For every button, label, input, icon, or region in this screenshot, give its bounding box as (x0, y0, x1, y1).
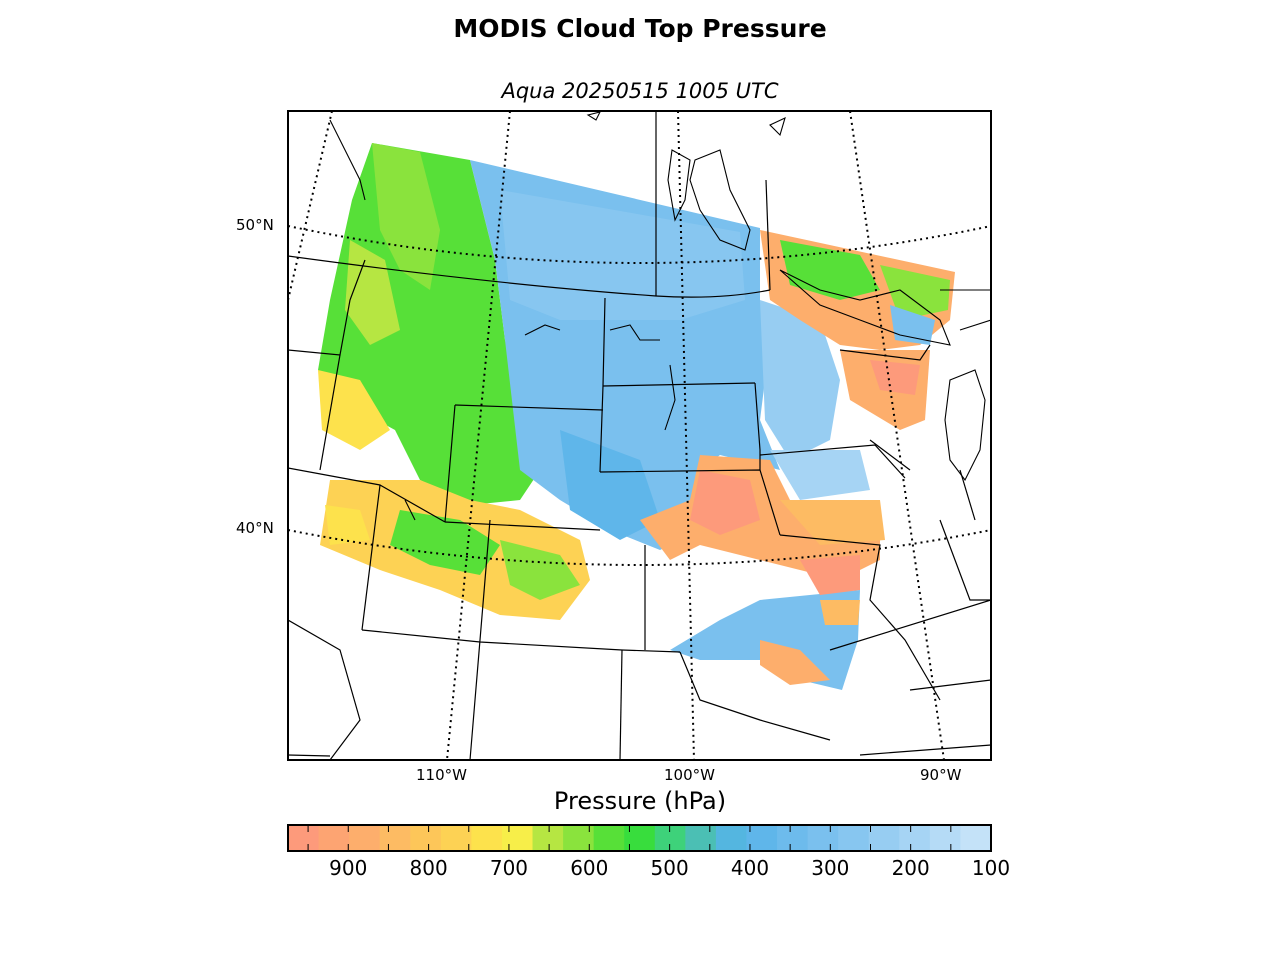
lon-label-100w: 100°W (664, 766, 715, 784)
colorbar-segment (838, 825, 870, 851)
colorbar-segment (899, 825, 931, 851)
lon-label-90w: 90°W (920, 766, 962, 784)
lat-label-40n: 40°N (236, 519, 274, 537)
colorbar-title: Pressure (hPa) (553, 787, 727, 815)
graticule (288, 111, 991, 760)
colorbar-tick-label: 300 (811, 856, 850, 880)
colorbar-tick-label: 900 (329, 856, 368, 880)
colorbar-tick-label: 100 (971, 856, 1011, 880)
colorbar-tick-label: 400 (730, 856, 770, 880)
map-frame (287, 110, 992, 761)
figure-subtitle: Aqua 20250515 1005 UTC (501, 79, 779, 103)
colorbar (287, 824, 992, 852)
data-field (318, 143, 955, 690)
colorbar-segment (471, 825, 503, 851)
coastlines (329, 111, 991, 521)
lat-label-50n: 50°N (236, 216, 274, 234)
colorbar-tick-label: 500 (650, 856, 689, 880)
state-boundaries (288, 111, 991, 760)
colorbar-frame (287, 824, 992, 852)
colorbar-segment (777, 825, 809, 851)
colorbar-segment (685, 825, 717, 851)
colorbar-tick-label: 200 (891, 856, 930, 880)
colorbar-segment (807, 825, 839, 851)
colorbar-segment (746, 825, 778, 851)
colorbar-segment (593, 825, 625, 851)
colorbar-segment (288, 825, 320, 851)
colorbar-segment (532, 825, 564, 851)
colorbar-segment (654, 825, 686, 851)
colorbar-tick-label: 800 (409, 856, 448, 880)
colorbar-segment (960, 825, 992, 851)
colorbar-segment (440, 825, 472, 851)
colorbar-segment (715, 825, 748, 851)
colorbar-segment (349, 825, 381, 851)
colorbar-segment (501, 825, 534, 851)
colorbar-segment (624, 825, 656, 851)
colorbar-segment (868, 825, 900, 851)
colorbar-segment (410, 825, 442, 851)
colorbar-tick-label: 700 (489, 856, 529, 880)
figure-title: MODIS Cloud Top Pressure (453, 14, 827, 43)
colorbar-segment (929, 825, 962, 851)
colorbar-segment (318, 825, 350, 851)
colorbar-segment (379, 825, 411, 851)
colorbar-tick-label: 600 (570, 856, 609, 880)
lon-label-110w: 110°W (416, 766, 467, 784)
